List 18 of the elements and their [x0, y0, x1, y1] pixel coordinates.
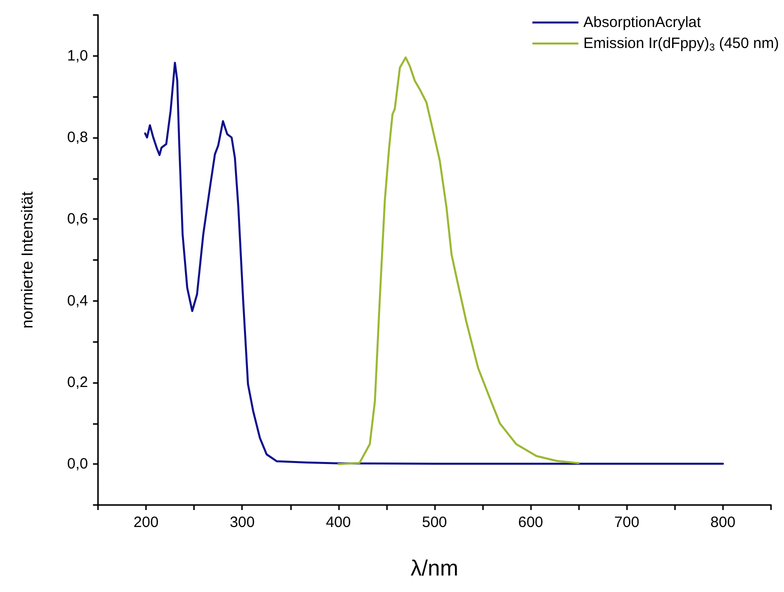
x-tick-label: 800 — [710, 514, 736, 531]
y-tick-label: 0,8 — [67, 129, 88, 146]
x-tick-label: 600 — [518, 514, 544, 531]
legend-label: AbsorptionAcrylat — [583, 14, 702, 31]
x-axis-title: λ/nm — [410, 556, 458, 580]
x-tick-label: 400 — [326, 514, 351, 531]
x-tick-label: 200 — [134, 514, 159, 531]
line-series — [337, 56, 580, 466]
y-tick-label: 0,4 — [67, 292, 88, 310]
x-tick-label: 500 — [422, 514, 448, 531]
y-tick-label: 0,0 — [67, 456, 88, 473]
y-tick-label: 1,0 — [67, 47, 88, 64]
y-axis-title: normierte Intensität — [20, 190, 36, 328]
y-tick-label: 0,2 — [67, 374, 88, 391]
line-series — [144, 62, 724, 465]
x-tick-label: 300 — [230, 514, 255, 531]
y-tick-label: 0,6 — [67, 210, 88, 228]
x-tick-label: 700 — [614, 514, 640, 531]
